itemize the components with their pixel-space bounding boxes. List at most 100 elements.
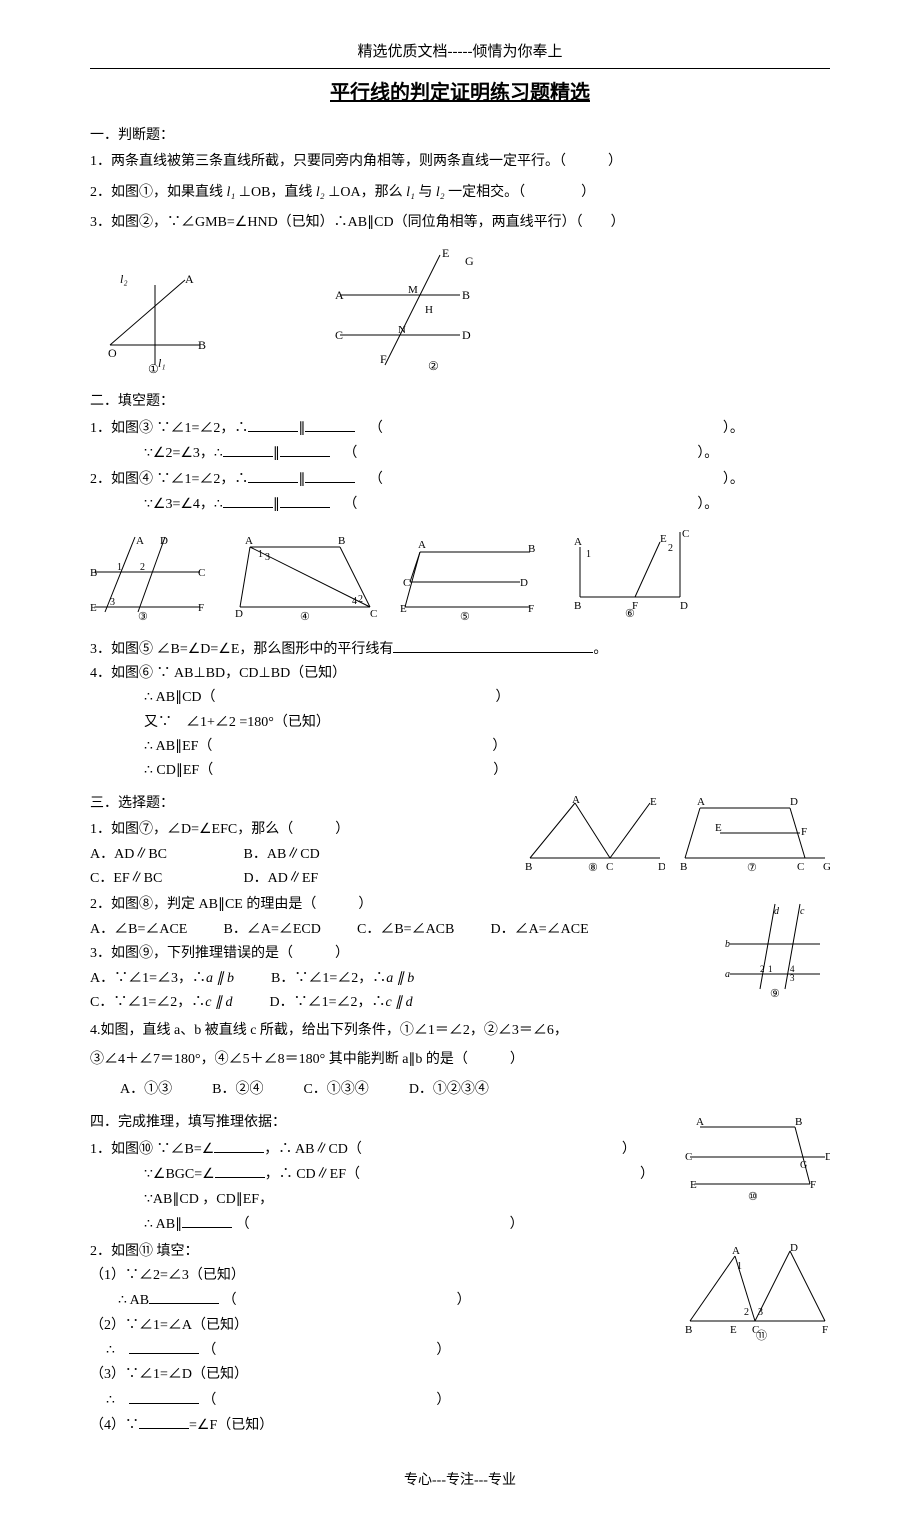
svg-text:⑦: ⑦ xyxy=(747,862,757,873)
s3-q4-l1: 4.如图，直线 a、b 被直线 c 所截，给出下列条件，①∠1＝∠2，②∠3＝∠… xyxy=(90,1020,830,1042)
svg-text:D: D xyxy=(462,328,471,342)
s4-q2-1b-paren: （ xyxy=(223,1293,237,1308)
figure-7: A D E F B C G ⑦ xyxy=(675,793,830,873)
figure-10: A B C D E F G ⑩ xyxy=(680,1112,830,1202)
s3-q3c-cd: c ∥ d xyxy=(205,995,232,1010)
s3-q2d: D．∠A=∠ACE xyxy=(491,922,589,937)
s3-q4d: D．①②③④ xyxy=(409,1079,489,1101)
blank xyxy=(214,1138,264,1153)
blank xyxy=(280,442,330,457)
s4-q2-4-pre: （4）∵ xyxy=(90,1418,139,1433)
svg-text:B: B xyxy=(198,338,206,352)
figure-3: A D B C E F 1 2 3 ③ xyxy=(90,532,210,622)
page-title: 平行线的判定证明练习题精选 xyxy=(90,77,830,109)
s4-q1-l1-mid: ，∴ AB∥CD（ xyxy=(264,1142,362,1157)
header-rule xyxy=(90,68,830,69)
s4-q1-l2-close: ） xyxy=(640,1167,654,1182)
svg-text:F: F xyxy=(528,603,534,615)
s3-q3a-pre: A．∵∠1=∠3，∴ xyxy=(90,971,206,986)
s1-q2-l2: l₂ xyxy=(316,185,325,200)
s1-q2-end: 一定相交。（ ） xyxy=(445,185,596,200)
s2-q4-l5-pre: ∴ CD∥EF（ xyxy=(144,763,213,778)
svg-text:D: D xyxy=(658,861,665,873)
s3-q1d: D．AD∥EF xyxy=(244,871,319,886)
svg-text:B: B xyxy=(680,861,687,873)
s3-q4b: B．②④ xyxy=(212,1079,263,1101)
s1-q2-m2: ⊥OA，那么 xyxy=(325,185,406,200)
s2-q1b-pre: ∵∠2=∠3，∴ xyxy=(144,446,223,461)
fig-row-1: l₂ A B O l₁ ① A B C D E G M H N F ② xyxy=(90,245,830,375)
svg-text:B: B xyxy=(90,567,97,579)
s1-q1: 1．两条直线被第三条直线所截，只要同旁内角相等，则两条直线一定平行。（ ） xyxy=(90,151,830,173)
svg-text:D: D xyxy=(235,608,243,620)
figure-11: A D B E C F 1 2 3 ⑪ xyxy=(680,1241,830,1341)
svg-text:C: C xyxy=(335,328,343,342)
s2-q2b-pre: ∵∠3=∠4，∴ xyxy=(144,497,223,512)
s3-q3-opts1: A．∵∠1=∠3，∴a ∥ b B．∵∠1=∠2，∴a ∥ b xyxy=(90,968,830,990)
svg-text:1: 1 xyxy=(768,964,773,974)
fig-row-2: A D B C E F 1 2 3 ③ A B D C 1 3 4 2 ④ A … xyxy=(90,527,830,622)
svg-text:3: 3 xyxy=(110,597,115,608)
svg-text:E: E xyxy=(730,1324,737,1336)
svg-text:2: 2 xyxy=(358,594,363,605)
s3-q3-opts2: C．∵∠1=∠2，∴c ∥ d D．∵∠1=∠2，∴c ∥ d xyxy=(90,992,830,1014)
s2-q4-l2-pre: ∴ AB∥CD（ xyxy=(144,690,216,705)
svg-text:C: C xyxy=(797,861,804,873)
svg-text:A: A xyxy=(732,1245,740,1257)
s1-q2-l1b: l₁ xyxy=(406,185,415,200)
blank xyxy=(129,1339,199,1354)
svg-text:E: E xyxy=(715,822,722,834)
svg-text:B: B xyxy=(338,535,345,547)
svg-text:E: E xyxy=(442,246,449,260)
s4-q2-1b-pre: ∴ AB xyxy=(118,1293,149,1308)
s2-q4-l4-pre: ∴ AB∥EF（ xyxy=(144,739,212,754)
svg-text:1: 1 xyxy=(117,562,122,573)
s2-q1a-close: ）。 xyxy=(723,421,744,436)
svg-text:d: d xyxy=(774,906,780,917)
svg-text:⑩: ⑩ xyxy=(748,1191,758,1202)
s2-q2b: ∵∠3=∠4，∴∥ （）。 xyxy=(90,493,830,516)
s3-q3a-ab: a ∥ b xyxy=(206,971,234,986)
svg-text:M: M xyxy=(408,284,418,296)
blank xyxy=(215,1163,265,1178)
s2-q2a: 2．如图④ ∵∠1=∠2，∴∥ （）。 xyxy=(90,468,830,491)
s3-q2a: A．∠B=∠ACE xyxy=(90,919,220,941)
s4-q1-l4: ∴ AB∥ （） xyxy=(90,1213,830,1236)
svg-text:E: E xyxy=(660,533,667,545)
s4-q2-3b-paren: （ xyxy=(202,1393,216,1408)
svg-text:H: H xyxy=(425,304,433,316)
s4-q2-2b-paren: （ xyxy=(202,1343,216,1358)
svg-text:④: ④ xyxy=(300,611,310,622)
svg-text:B: B xyxy=(525,861,532,873)
svg-text:F: F xyxy=(822,1324,828,1336)
s4-q1-l4-pre: ∴ AB∥ xyxy=(144,1217,182,1232)
s1-q2-l1: l₁ xyxy=(227,185,236,200)
svg-text:⑨: ⑨ xyxy=(770,988,780,999)
svg-text:A: A xyxy=(335,288,344,302)
footer: 专心---专注---专业 xyxy=(90,1470,830,1492)
svg-text:G: G xyxy=(465,254,474,268)
svg-text:F: F xyxy=(198,602,204,614)
blank xyxy=(280,493,330,508)
s2-q1b-close: ）。 xyxy=(697,446,718,461)
s2-q2a-paren: （ xyxy=(369,472,383,487)
svg-text:③: ③ xyxy=(138,611,148,622)
s4-q2-3b: ∴ （） xyxy=(90,1389,830,1412)
svg-text:A: A xyxy=(696,1116,704,1128)
s1-q2-pre: 2．如图①，如果直线 xyxy=(90,185,227,200)
svg-text:l₂: l₂ xyxy=(120,272,128,286)
blank xyxy=(182,1213,232,1228)
s3-q4c: C．①③④ xyxy=(303,1079,368,1101)
svg-text:A: A xyxy=(136,535,144,547)
s4-q1-l4-close: ） xyxy=(510,1217,524,1232)
s3-q1a: A．AD∥BC xyxy=(90,844,240,866)
svg-text:⑧: ⑧ xyxy=(588,862,598,873)
s4-q2-1b-close: ） xyxy=(457,1293,471,1308)
s2-q2a-close: ）。 xyxy=(723,472,744,487)
svg-text:C: C xyxy=(403,577,410,589)
svg-text:B: B xyxy=(685,1324,692,1336)
svg-text:⑥: ⑥ xyxy=(625,608,635,620)
s1-q2-m1: ⊥OB，直线 xyxy=(235,185,316,200)
s4-q1-l1-pre: 1．如图⑩ ∵∠B=∠ xyxy=(90,1142,214,1157)
svg-text:B: B xyxy=(795,1116,802,1128)
